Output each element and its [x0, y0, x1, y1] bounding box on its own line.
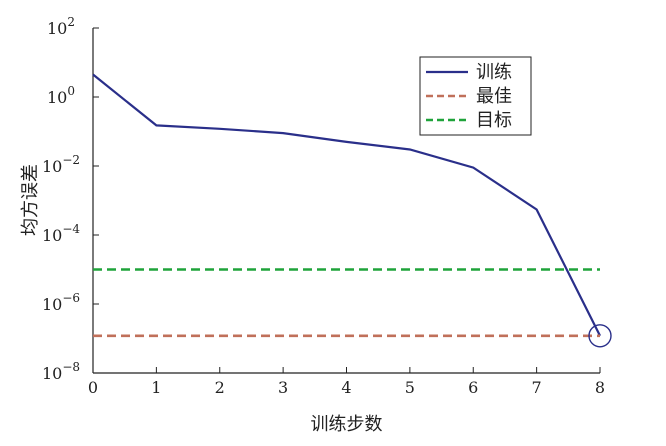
y-tick-base: 10 — [47, 88, 67, 107]
series-layer — [92, 73, 612, 348]
y-axis-label: 均方误差 — [20, 164, 41, 236]
x-tick-label: 5 — [405, 378, 415, 397]
x-tick-label: 0 — [88, 378, 98, 397]
x-tick-label: 2 — [215, 378, 225, 397]
final-point-marker — [588, 324, 612, 348]
x-tick-label: 8 — [595, 378, 605, 397]
y-tick-exponent: −4 — [62, 222, 80, 236]
y-tick-exponent: 2 — [67, 15, 75, 29]
legend-label: 目标 — [476, 110, 512, 131]
y-tick-exponent: −6 — [62, 291, 80, 305]
y-tick-label: 10−4 — [42, 222, 80, 245]
y-tick-base: 10 — [42, 157, 62, 176]
y-tick-base: 10 — [42, 295, 62, 314]
y-tick-base: 10 — [42, 364, 62, 383]
y-tick-exponent: 0 — [67, 84, 75, 98]
x-tick-label: 4 — [341, 378, 351, 397]
x-axis: 0 1 2 3 4 5 6 7 8 — [88, 367, 605, 397]
y-tick-label: 102 — [47, 15, 75, 38]
y-tick-exponent: −8 — [62, 360, 80, 374]
y-tick-label: 10−2 — [42, 153, 80, 176]
x-axis-label: 训练步数 — [311, 414, 383, 435]
x-tick-label: 7 — [532, 378, 542, 397]
x-tick-label: 3 — [278, 378, 288, 397]
y-tick-label: 10−8 — [42, 360, 80, 383]
x-tick-label: 1 — [151, 378, 161, 397]
y-tick-label: 100 — [47, 84, 75, 107]
series-line-0 — [92, 73, 601, 337]
legend-label: 训练 — [476, 62, 512, 83]
y-tick-base: 10 — [42, 226, 62, 245]
legend-label: 最佳 — [476, 86, 512, 107]
y-tick-base: 10 — [47, 19, 67, 38]
y-tick-exponent: −2 — [62, 153, 80, 167]
x-tick-label: 6 — [468, 378, 478, 397]
y-tick-label: 10−6 — [42, 291, 80, 314]
